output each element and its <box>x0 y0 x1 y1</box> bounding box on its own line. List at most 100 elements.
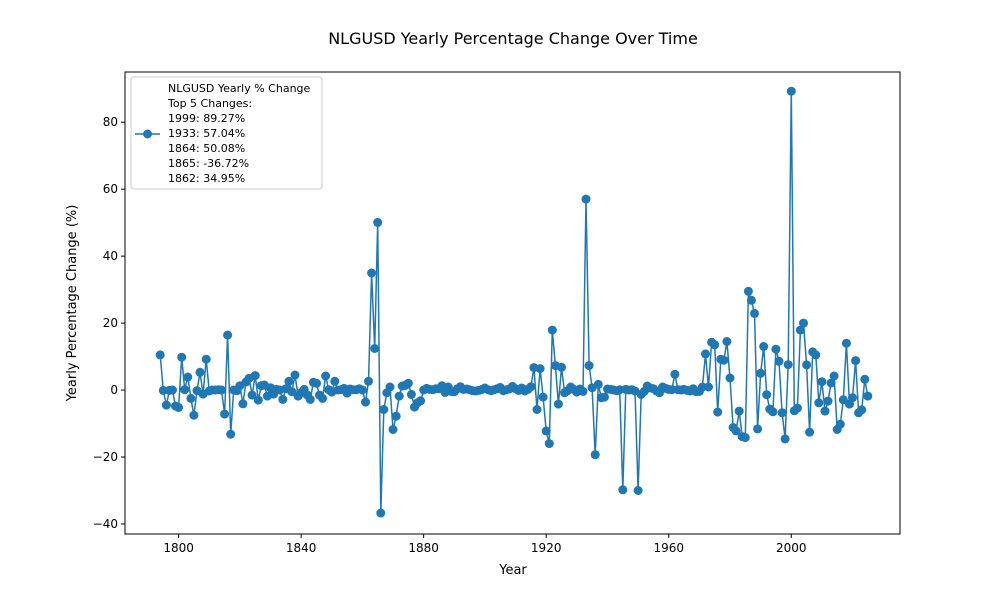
data-point <box>278 394 288 404</box>
data-point <box>403 378 413 388</box>
data-point <box>823 396 833 406</box>
data-point <box>753 424 763 434</box>
data-point <box>759 342 769 351</box>
data-point <box>731 426 741 436</box>
data-point <box>670 369 680 379</box>
data-point <box>385 382 395 392</box>
chart-title: NLGUSD Yearly Percentage Change Over Tim… <box>328 29 698 48</box>
y-axis-label: Yearly Percentage Change (%) <box>65 205 80 403</box>
data-point <box>743 286 753 296</box>
data-point <box>750 308 759 318</box>
data-point <box>177 352 187 362</box>
data-point <box>740 433 750 443</box>
x-tick-label: 2000 <box>776 541 807 555</box>
data-point <box>391 411 401 421</box>
plot-area <box>155 86 873 518</box>
legend-entry: 1933: 57.04% <box>168 127 245 140</box>
data-point <box>792 403 802 413</box>
data-point <box>593 379 603 389</box>
data-point <box>795 325 805 335</box>
data-point <box>799 318 808 328</box>
legend-marker-swatch <box>143 129 152 139</box>
data-point <box>174 403 184 412</box>
data-point <box>805 427 815 437</box>
data-point <box>364 376 373 386</box>
data-point <box>710 340 720 350</box>
data-point <box>535 364 545 374</box>
data-point <box>361 397 370 407</box>
data-point <box>786 86 796 96</box>
data-point <box>250 371 260 381</box>
data-point <box>357 385 367 395</box>
legend-entry: 1865: -36.72% <box>168 157 249 170</box>
data-point <box>771 344 781 354</box>
data-point <box>547 325 557 335</box>
data-point <box>762 390 772 400</box>
x-tick-label: 1840 <box>286 541 317 555</box>
data-point <box>783 360 793 370</box>
x-axis: 1800 1840 1880 1920 1960 2000 <box>163 534 807 555</box>
data-point <box>253 395 263 405</box>
data-point <box>817 377 827 387</box>
data-point <box>155 350 165 360</box>
data-point <box>161 400 171 410</box>
data-point <box>406 389 416 399</box>
data-point <box>367 268 377 278</box>
data-point <box>321 371 331 381</box>
data-point <box>599 392 609 402</box>
data-point <box>541 426 551 436</box>
data-point <box>841 338 851 348</box>
data-point <box>538 392 548 402</box>
y-tick-label: 40 <box>103 249 118 263</box>
x-tick-label: 1800 <box>163 541 194 555</box>
data-point <box>581 194 591 204</box>
data-point <box>851 356 861 366</box>
data-point <box>388 425 398 434</box>
data-point <box>826 378 836 388</box>
data-point <box>863 391 873 401</box>
legend: NLGUSD Yearly % Change Top 5 Changes: 19… <box>130 76 323 190</box>
data-point <box>370 344 380 353</box>
data-point <box>394 391 404 401</box>
data-point <box>223 330 233 340</box>
data-point <box>848 393 857 403</box>
data-point <box>722 337 732 346</box>
legend-series-name: NLGUSD Yearly % Change <box>168 82 311 95</box>
data-point <box>618 485 628 495</box>
data-point <box>247 390 257 400</box>
data-point <box>226 429 236 439</box>
data-point <box>416 396 426 406</box>
data-point <box>305 394 315 404</box>
legend-entry: 1862: 34.95% <box>168 172 245 185</box>
data-point <box>544 439 554 449</box>
x-axis-label: Year <box>498 563 527 578</box>
data-point <box>768 407 778 417</box>
data-point <box>633 486 643 495</box>
data-point <box>220 409 230 419</box>
y-tick-label: 20 <box>103 316 118 330</box>
x-tick-label: 1920 <box>531 541 562 555</box>
data-point <box>860 374 870 384</box>
data-point <box>238 399 248 409</box>
data-point <box>701 349 710 359</box>
data-point <box>820 406 830 416</box>
data-point <box>777 408 787 418</box>
legend-heading: Top 5 Changes: <box>167 97 252 110</box>
data-point <box>553 399 563 409</box>
data-point <box>532 405 542 414</box>
x-tick-label: 1880 <box>408 541 439 555</box>
data-point <box>774 356 784 366</box>
data-point <box>802 360 812 370</box>
data-point <box>578 386 588 396</box>
data-point <box>780 434 790 444</box>
data-point <box>201 354 211 364</box>
y-tick-label: −20 <box>93 450 118 464</box>
data-point <box>376 508 386 518</box>
data-point <box>829 371 839 381</box>
data-point <box>168 385 177 395</box>
data-point <box>746 295 756 305</box>
data-point <box>557 362 566 372</box>
plot-frame <box>124 71 901 535</box>
data-point <box>857 405 867 415</box>
legend-box <box>130 76 323 190</box>
